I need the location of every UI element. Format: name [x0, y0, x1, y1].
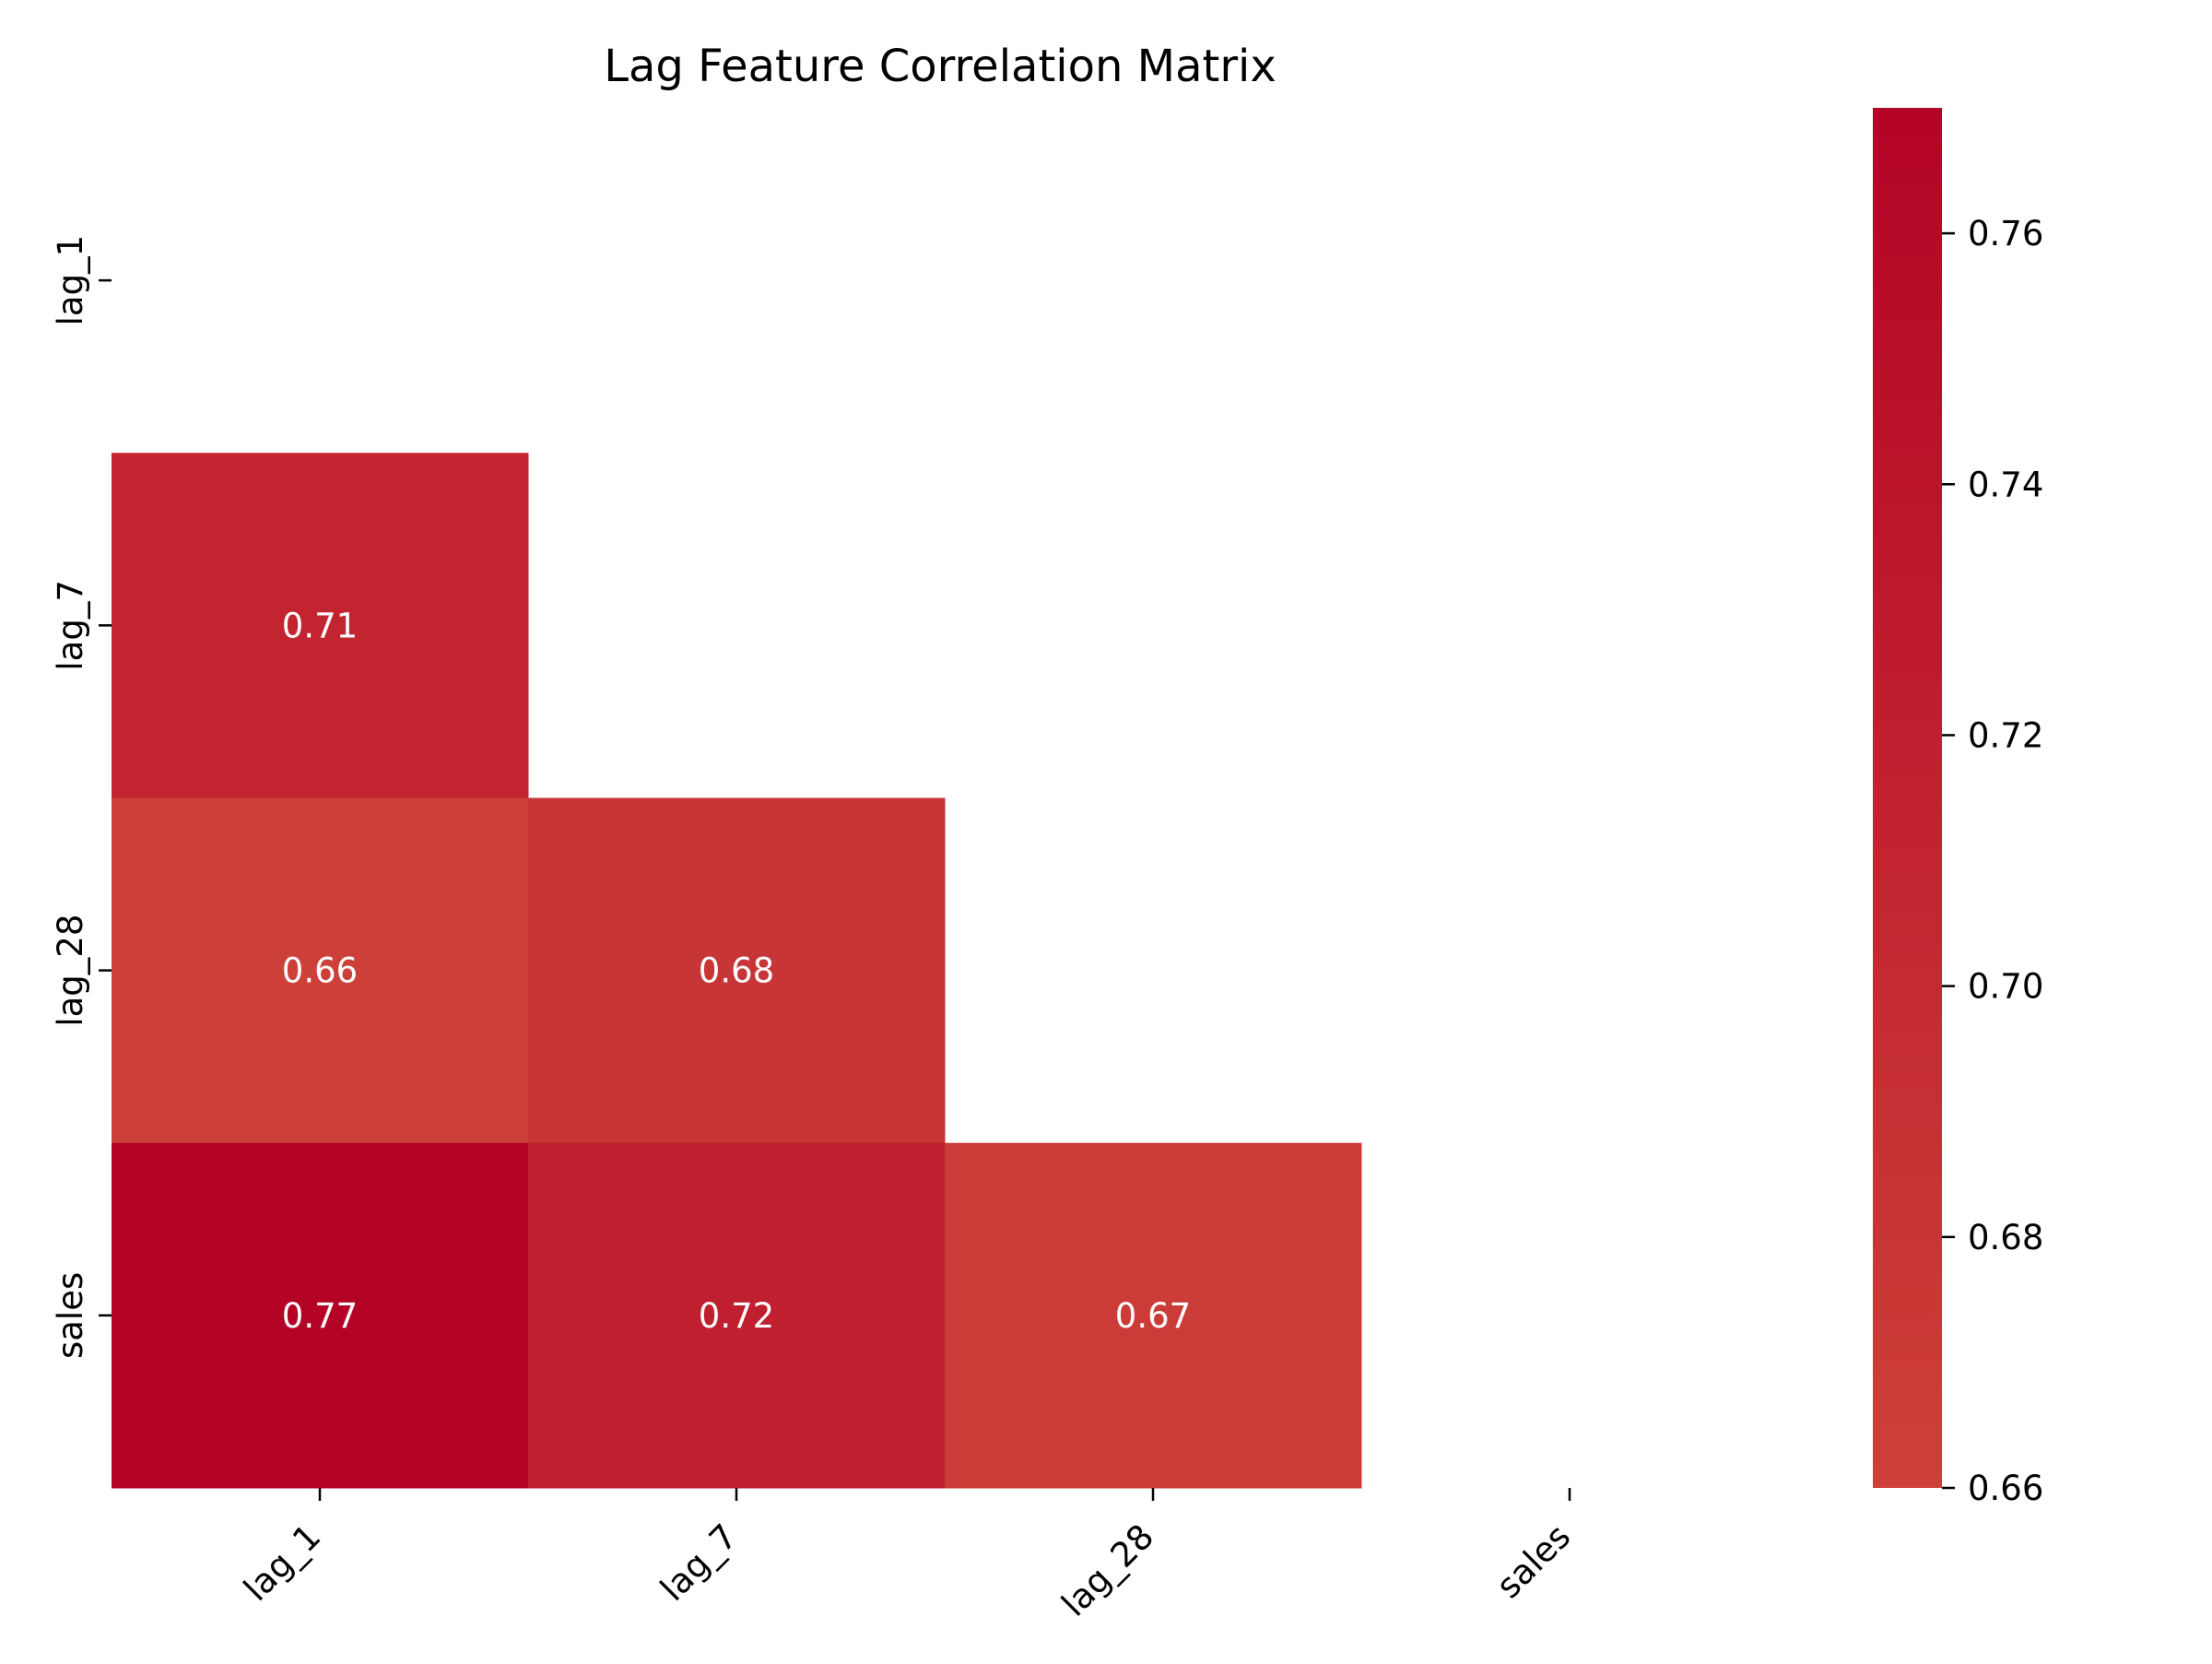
- heatmap-cell-lag_28-lag_7: [528, 797, 946, 1144]
- x-tick-label-lag_7: lag_7: [653, 1516, 745, 1609]
- cell-label-sales-lag_7: 0.72: [699, 1296, 774, 1336]
- y-tick-label-sales: sales: [51, 1272, 90, 1359]
- colorbar-gradient: [1873, 108, 1942, 1488]
- x-tick-label-sales: sales: [1488, 1516, 1578, 1606]
- colorbar: 0.66 0.68 0.70 0.72 0.74 0.76: [1873, 108, 2043, 1508]
- cell-label-sales-lag_1: 0.77: [282, 1296, 358, 1336]
- y-tick-label-lag_28: lag_28: [51, 915, 90, 1027]
- colorbar-tick-label-0.72: 0.72: [1968, 715, 2043, 755]
- y-tick-label-lag_1: lag_1: [51, 235, 90, 325]
- x-axis: lag_1 lag_7 lag_28 sales: [236, 1488, 1578, 1624]
- x-tick-label-lag_1: lag_1: [236, 1516, 328, 1609]
- heatmap-cell-sales-lag_7: [528, 1142, 946, 1489]
- cell-label-lag_28-lag_1: 0.66: [282, 951, 358, 991]
- colorbar-tick-label-0.70: 0.70: [1968, 967, 2043, 1007]
- heatmap-cell-lag_28-lag_1: [112, 797, 529, 1144]
- y-tick-label-lag_7: lag_7: [51, 580, 90, 670]
- heatmap-cell-sales-lag_1: [112, 1142, 529, 1489]
- cell-label-sales-lag_28: 0.67: [1115, 1296, 1191, 1336]
- colorbar-tick-label-0.68: 0.68: [1968, 1218, 2043, 1257]
- heatmap-cell-sales-lag_28: [945, 1142, 1362, 1489]
- cell-label-lag_28-lag_7: 0.68: [699, 951, 774, 991]
- cell-label-lag_7-lag_1: 0.71: [282, 606, 358, 645]
- chart-title: Lag Feature Correlation Matrix: [604, 41, 1277, 92]
- colorbar-tick-label-0.74: 0.74: [1968, 465, 2043, 504]
- heatmap-cells: 0.71 0.66 0.68 0.77 0.72 0.67: [112, 453, 1362, 1489]
- colorbar-tick-label-0.66: 0.66: [1968, 1469, 2043, 1508]
- heatmap-cell-lag_7-lag_1: [112, 453, 529, 798]
- x-tick-label-lag_28: lag_28: [1054, 1516, 1162, 1624]
- colorbar-tick-label-0.76: 0.76: [1968, 214, 2043, 254]
